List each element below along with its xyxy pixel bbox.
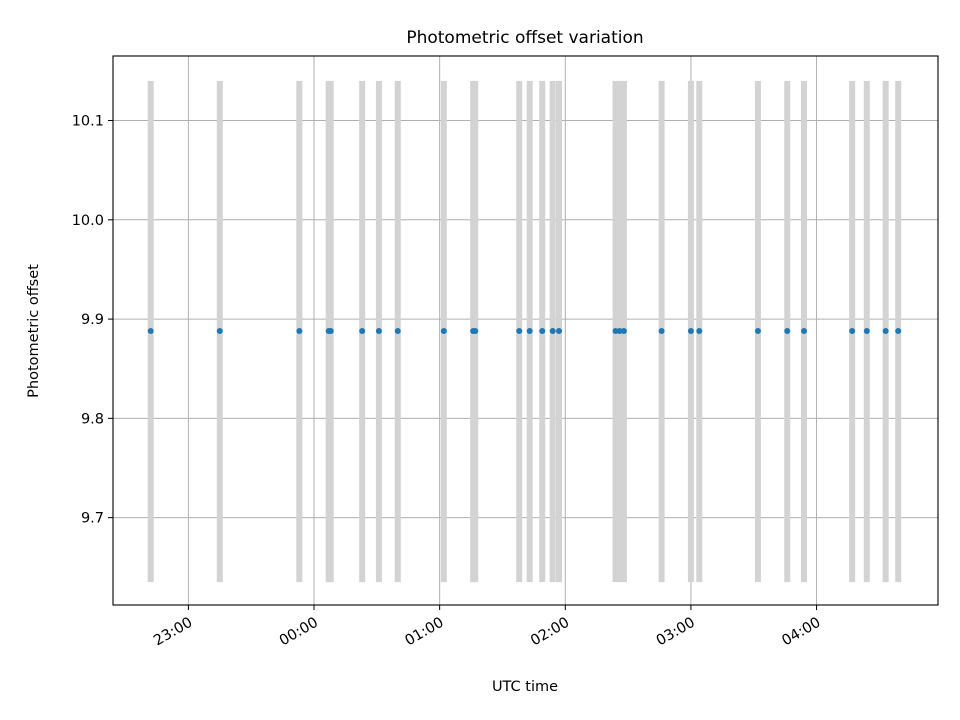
data-point: [472, 327, 479, 334]
y-axis-ticks: 9.7 9.8 9.9 10.0 10.1: [72, 114, 113, 527]
data-point: [556, 327, 563, 334]
data-point: [375, 327, 382, 334]
data-points: [147, 327, 902, 334]
x-axis-label: UTC time: [492, 679, 558, 695]
data-point: [327, 327, 334, 334]
data-point: [658, 327, 665, 334]
data-point: [800, 327, 807, 334]
data-point: [526, 327, 533, 334]
y-tick-label: 9.7: [81, 511, 104, 527]
data-point: [539, 327, 546, 334]
data-point: [784, 327, 791, 334]
data-point: [863, 327, 870, 334]
data-point: [296, 327, 303, 334]
data-point: [620, 327, 627, 334]
data-point: [687, 327, 694, 334]
data-point: [216, 327, 223, 334]
y-tick-label: 9.8: [81, 411, 104, 427]
data-point: [754, 327, 761, 334]
y-axis-label: Photometric offset: [26, 264, 42, 398]
data-point: [549, 327, 556, 334]
data-point: [616, 327, 623, 334]
data-point: [895, 327, 902, 334]
data-point: [849, 327, 856, 334]
y-tick-label: 9.9: [81, 312, 104, 328]
data-point: [147, 327, 154, 334]
chart-title: Photometric offset variation: [406, 28, 643, 48]
data-point: [882, 327, 889, 334]
data-point: [516, 327, 523, 334]
data-point: [359, 327, 366, 334]
data-point: [696, 327, 703, 334]
y-tick-label: 10.0: [72, 213, 104, 229]
y-tick-label: 10.1: [72, 114, 104, 130]
data-point: [394, 327, 401, 334]
data-point: [612, 327, 619, 334]
plot-frame: [112, 55, 939, 606]
data-point: [440, 327, 447, 334]
